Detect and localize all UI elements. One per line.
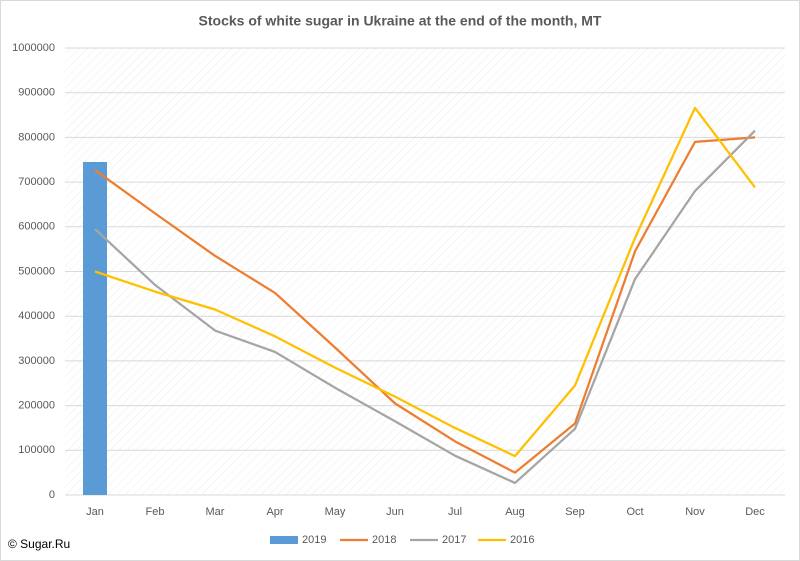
x-tick-label: Jan: [86, 506, 104, 518]
y-tick-label: 500000: [18, 265, 55, 277]
bar: [83, 161, 107, 496]
x-tick-label: Feb: [146, 506, 165, 518]
legend-label: 2016: [510, 534, 534, 546]
x-tick-label: Nov: [685, 506, 705, 518]
x-tick-label: Mar: [206, 506, 225, 518]
x-tick-label: Jun: [386, 506, 404, 518]
x-tick-label: Dec: [745, 506, 765, 518]
x-tick-label: Aug: [505, 506, 525, 518]
y-tick-label: 200000: [18, 400, 55, 412]
y-tick-label: 800000: [18, 131, 55, 143]
y-tick-label: 300000: [18, 355, 55, 367]
line: [94, 106, 756, 458]
legend-label: 2019: [302, 534, 326, 546]
line: [94, 129, 756, 485]
legend-label: 2018: [372, 534, 396, 546]
x-tick-label: Jul: [448, 506, 462, 518]
x-tick-label: May: [325, 506, 346, 518]
x-tick-label: Oct: [626, 506, 643, 518]
chart-title: Stocks of white sugar in Ukraine at the …: [199, 13, 602, 29]
legend-label: 2017: [442, 534, 466, 546]
y-tick-label: 100000: [18, 444, 55, 456]
x-tick-label: Sep: [565, 506, 585, 518]
y-tick-label: 600000: [18, 221, 55, 233]
y-tick-label: 1000000: [12, 42, 55, 54]
source: © Sugar.Ru: [8, 537, 70, 551]
line: [94, 136, 756, 474]
y-tick-label: 900000: [18, 87, 55, 99]
y-tick-label: 0: [49, 489, 55, 501]
x-tick-label: Apr: [266, 506, 283, 518]
y-tick-label: 700000: [18, 176, 55, 188]
legend-swatch: [270, 536, 298, 544]
y-tick-label: 400000: [18, 310, 55, 322]
